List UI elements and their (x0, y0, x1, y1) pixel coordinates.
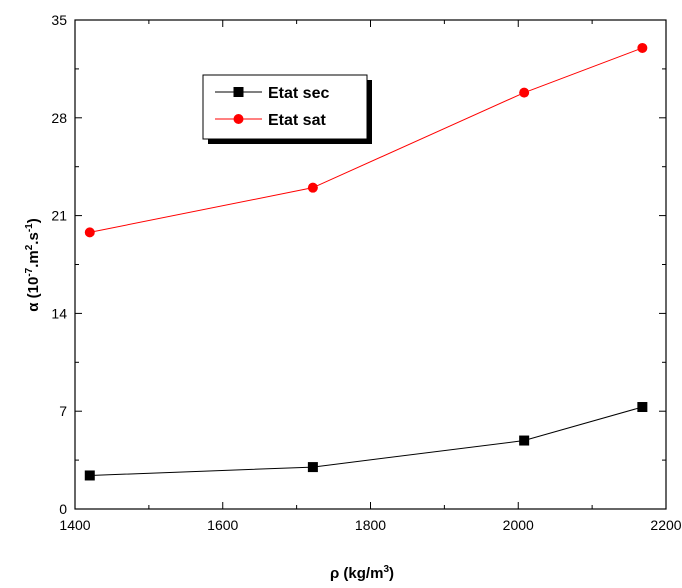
data-point (637, 42, 648, 53)
x-tick-label: 2000 (503, 517, 534, 533)
x-tick-label: 1600 (207, 517, 238, 533)
y-tick-label: 28 (51, 110, 67, 126)
legend-marker (233, 87, 244, 97)
y-tick-label: 14 (51, 305, 67, 321)
data-point (637, 402, 648, 413)
y-tick-label: 21 (51, 208, 67, 224)
data-point (84, 227, 95, 238)
legend-box (202, 74, 368, 140)
y-tick-label: 35 (51, 12, 67, 28)
x-tick-label: 1400 (59, 517, 90, 533)
legend-marker (233, 114, 244, 124)
legend: Etat sec Etat sat (202, 74, 372, 144)
x-tick-label: 1800 (355, 517, 386, 533)
legend-label: Etat sec (268, 85, 329, 102)
data-point (84, 470, 95, 481)
series-1 (84, 42, 648, 238)
data-point (307, 182, 318, 193)
axis-ticks (74, 19, 667, 510)
legend-label: Etat sat (268, 112, 326, 129)
tick-labels: 1400 1600 1800 2000 2200 0 7 14 21 28 35 (51, 12, 681, 533)
legend-entries: Etat sec Etat sat (215, 85, 329, 129)
y-axis-title: α (10-7.m2.s-1) (24, 218, 42, 311)
y-tick-label: 0 (59, 501, 67, 517)
data-point (519, 435, 530, 446)
x-tick-label: 2200 (650, 517, 681, 533)
series-line (89, 47, 643, 233)
data-point (519, 87, 530, 98)
y-tick-label: 7 (59, 403, 67, 419)
series-layer (84, 42, 648, 481)
data-point (307, 462, 318, 473)
series-line (89, 406, 643, 476)
series-0 (84, 402, 648, 481)
legend-entry: Etat sat (215, 112, 326, 129)
legend-entry: Etat sec (215, 85, 329, 102)
x-axis-title: ρ (kg/m3) (330, 564, 394, 582)
